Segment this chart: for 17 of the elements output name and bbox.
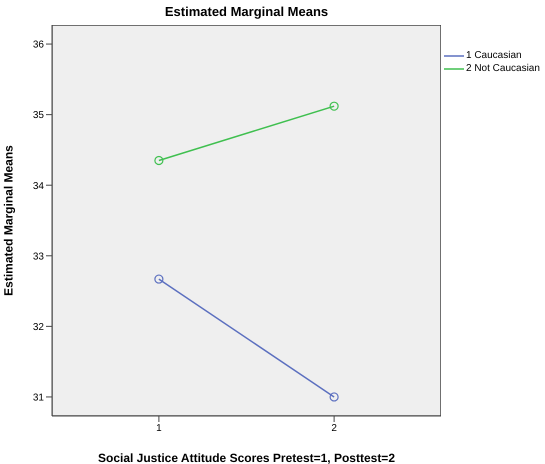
legend-label: 1 Caucasian: [466, 49, 522, 62]
x-tick-label: 1: [156, 423, 162, 434]
y-tick-label: 34: [32, 180, 44, 192]
y-tick-label: 36: [32, 40, 44, 51]
point: [154, 274, 164, 284]
point: [154, 156, 164, 166]
y-tick-label: 31: [32, 392, 44, 404]
point: [330, 392, 339, 402]
chart-title: Estimated Marginal Means: [164, 4, 330, 19]
x-axis-title: Social Justice Attitude Scores Pretest=1, Posttest=2: [98, 451, 396, 464]
point: [330, 102, 339, 111]
y-tick-label: 35: [32, 110, 44, 122]
legend-label: 2 Not Caucasian: [466, 62, 540, 75]
x-tick-label: 2: [331, 423, 338, 434]
y-tick-label: 33: [32, 251, 44, 262]
y-tick-label: 32: [32, 322, 44, 333]
y-axis-title: Estimated Marginal Means: [1, 144, 16, 296]
